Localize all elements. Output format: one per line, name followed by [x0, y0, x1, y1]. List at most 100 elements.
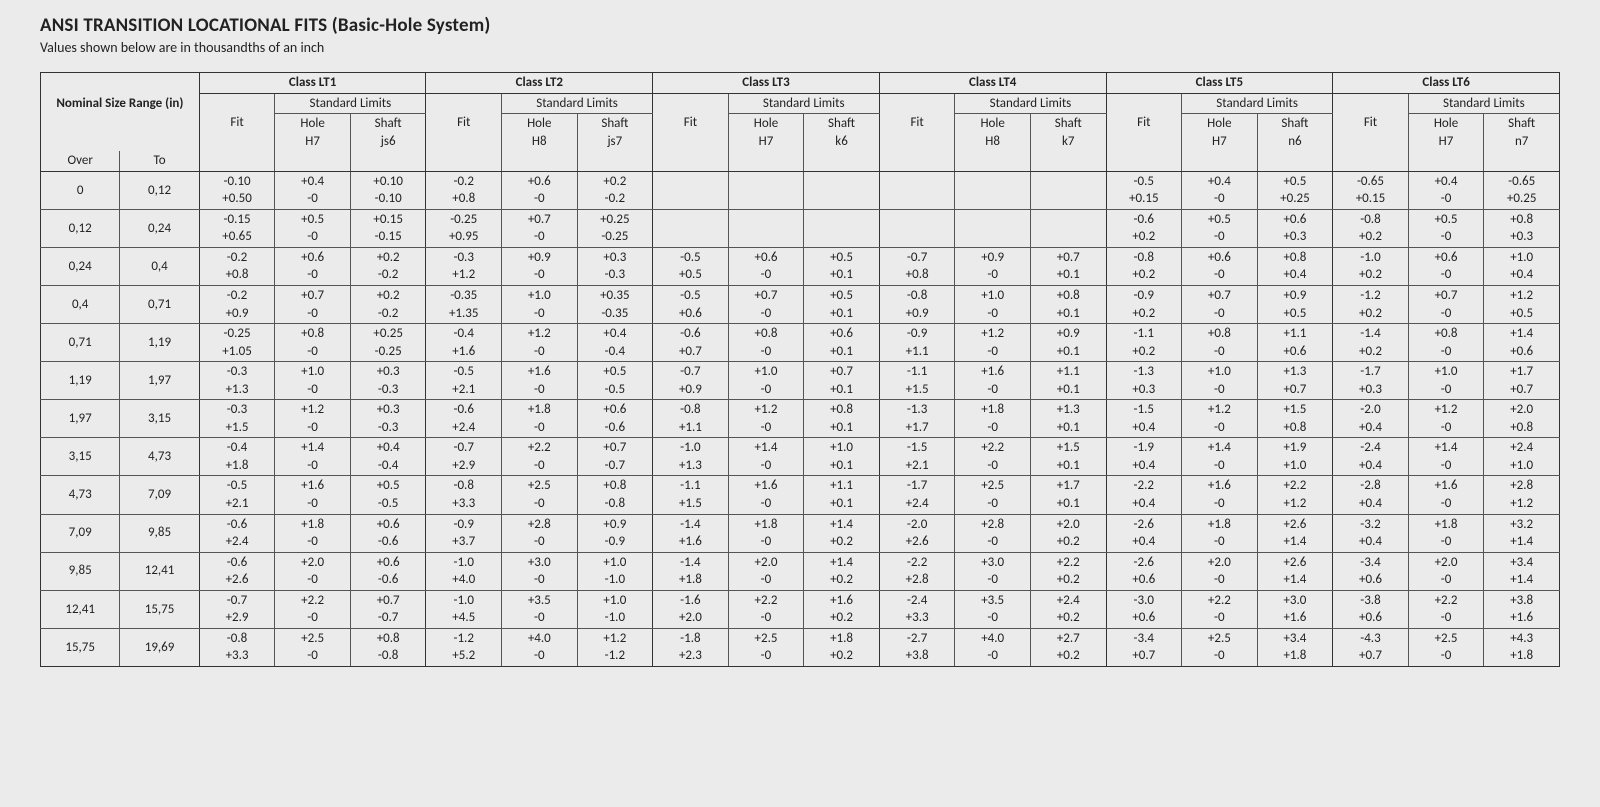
cell-shaft: +0.8+0.1: [1030, 286, 1106, 324]
cell-over: 4,73: [41, 476, 120, 514]
cell-fit: -0.4+1.6: [426, 324, 502, 362]
cell-fit: -4.3+0.7: [1333, 628, 1409, 666]
cell-hole: +0.4-0: [1182, 171, 1258, 209]
cell-over: 0: [41, 171, 120, 209]
cell-to: 3,15: [120, 400, 199, 438]
cell-fit: -0.7+2.9: [199, 590, 275, 628]
cell-hole: +1.6-0: [955, 362, 1031, 400]
cell-fit: -1.4+0.2: [1333, 324, 1409, 362]
fit-header: Fit: [426, 93, 502, 151]
cell-shaft: +0.6+0.3: [1257, 209, 1333, 247]
header-spacer: [653, 151, 729, 171]
cell-hole: +0.7-0: [502, 209, 578, 247]
cell-fit: -1.0+1.3: [653, 438, 729, 476]
cell-shaft: +1.4+0.6: [1484, 324, 1560, 362]
cell-fit: -1.5+0.4: [1106, 400, 1182, 438]
cell-fit: -1.7+2.4: [879, 476, 955, 514]
class-header: Class LT6: [1333, 73, 1560, 94]
shaft-header: Shaftjs6: [350, 114, 426, 152]
cell-shaft: +1.3+0.1: [1030, 400, 1106, 438]
cell-shaft: +1.0-1.0: [577, 552, 653, 590]
header-spacer: [804, 151, 880, 171]
cell-hole: +3.5-0: [502, 590, 578, 628]
cell-shaft: +0.10-0.10: [350, 171, 426, 209]
cell-hole: +1.4-0: [728, 438, 804, 476]
cell-fit: -0.6+2.4: [426, 400, 502, 438]
cell-shaft: +1.4+0.2: [804, 514, 880, 552]
nominal-header-spacer: [41, 73, 200, 94]
cell-hole: +2.2-0: [1408, 590, 1484, 628]
cell-shaft: +0.4-0.4: [350, 438, 426, 476]
cell-over: 0,12: [41, 209, 120, 247]
cell-to: 12,41: [120, 552, 199, 590]
cell-hole: +1.0-0: [502, 286, 578, 324]
cell-hole: +0.9-0: [502, 247, 578, 285]
cell-shaft: +0.6-0.6: [350, 514, 426, 552]
cell-hole: +1.8-0: [728, 514, 804, 552]
cell-hole: +2.0-0: [275, 552, 351, 590]
table-row: 9,8512,41-0.6+2.6+2.0-0+0.6-0.6-1.0+4.0+…: [41, 552, 1560, 590]
document-page: ANSI TRANSITION LOCATIONAL FITS (Basic-H…: [20, 14, 1580, 667]
cell-shaft: +1.8+0.2: [804, 628, 880, 666]
fit-header: Fit: [1106, 93, 1182, 151]
table-row: 0,120,24-0.15+0.65+0.5-0+0.15-0.15-0.25+…: [41, 209, 1560, 247]
cell-fit: -0.5+0.5: [653, 247, 729, 285]
cell-hole: +2.8-0: [955, 514, 1031, 552]
cell-fit: -0.10+0.50: [199, 171, 275, 209]
cell-hole: +0.8-0: [1182, 324, 1258, 362]
page-subtitle: Values shown below are in thousandths of…: [40, 39, 1560, 56]
cell-hole: +1.6-0: [502, 362, 578, 400]
cell-fit: -1.7+0.3: [1333, 362, 1409, 400]
cell-fit: -2.0+0.4: [1333, 400, 1409, 438]
header-spacer: [728, 151, 804, 171]
cell-shaft: +1.3+0.7: [1257, 362, 1333, 400]
fit-header: Fit: [199, 93, 275, 151]
table-row: 1,973,15-0.3+1.5+1.2-0+0.3-0.3-0.6+2.4+1…: [41, 400, 1560, 438]
cell-hole: +0.6-0: [275, 247, 351, 285]
cell-fit: -0.8+3.3: [199, 628, 275, 666]
cell-hole: +0.5-0: [1182, 209, 1258, 247]
cell-fit: -2.4+0.4: [1333, 438, 1409, 476]
cell-hole: +1.4-0: [275, 438, 351, 476]
cell-hole: +0.8-0: [1408, 324, 1484, 362]
cell-shaft: +0.2-0.2: [350, 247, 426, 285]
cell-shaft: +1.0+0.4: [1484, 247, 1560, 285]
cell-shaft: +2.0+0.2: [1030, 514, 1106, 552]
cell-shaft: +0.2-0.2: [577, 171, 653, 209]
table-row: 0,240,4-0.2+0.8+0.6-0+0.2-0.2-0.3+1.2+0.…: [41, 247, 1560, 285]
cell-fit: -0.5+2.1: [426, 362, 502, 400]
class-header: Class LT1: [199, 73, 426, 94]
hole-header: HoleH7: [275, 114, 351, 152]
cell-hole: +1.6-0: [1182, 476, 1258, 514]
cell-over: 3,15: [41, 438, 120, 476]
cell-hole: +0.6-0: [1408, 247, 1484, 285]
cell-fit: -1.0+0.2: [1333, 247, 1409, 285]
cell-shaft: [1030, 171, 1106, 209]
cell-fit: -2.4+3.3: [879, 590, 955, 628]
cell-shaft: +3.4+1.4: [1484, 552, 1560, 590]
cell-shaft: +0.7-0.7: [577, 438, 653, 476]
cell-hole: +0.9-0: [955, 247, 1031, 285]
cell-hole: +2.5-0: [1408, 628, 1484, 666]
nominal-size-header: Nominal Size Range (in): [41, 93, 200, 114]
cell-fit: -0.9+3.7: [426, 514, 502, 552]
cell-shaft: +1.5+0.1: [1030, 438, 1106, 476]
cell-shaft: +2.2+1.2: [1257, 476, 1333, 514]
cell-shaft: +0.2-0.2: [350, 286, 426, 324]
class-header: Class LT4: [879, 73, 1106, 94]
cell-fit: -1.1+0.2: [1106, 324, 1182, 362]
shaft-header: Shaftn6: [1257, 114, 1333, 152]
cell-fit: -0.5+2.1: [199, 476, 275, 514]
hole-header: HoleH8: [955, 114, 1031, 152]
cell-fit: -0.65+0.15: [1333, 171, 1409, 209]
cell-hole: +1.8-0: [955, 400, 1031, 438]
cell-hole: +1.0-0: [1182, 362, 1258, 400]
cell-shaft: +0.5+0.1: [804, 247, 880, 285]
cell-shaft: +0.8-0.8: [350, 628, 426, 666]
cell-shaft: +1.7+0.1: [1030, 476, 1106, 514]
cell-shaft: +0.3-0.3: [350, 362, 426, 400]
header-spacer: [1182, 151, 1258, 171]
fit-header: Fit: [1333, 93, 1409, 151]
cell-fit: -2.0+2.6: [879, 514, 955, 552]
cell-fit: -2.2+2.8: [879, 552, 955, 590]
